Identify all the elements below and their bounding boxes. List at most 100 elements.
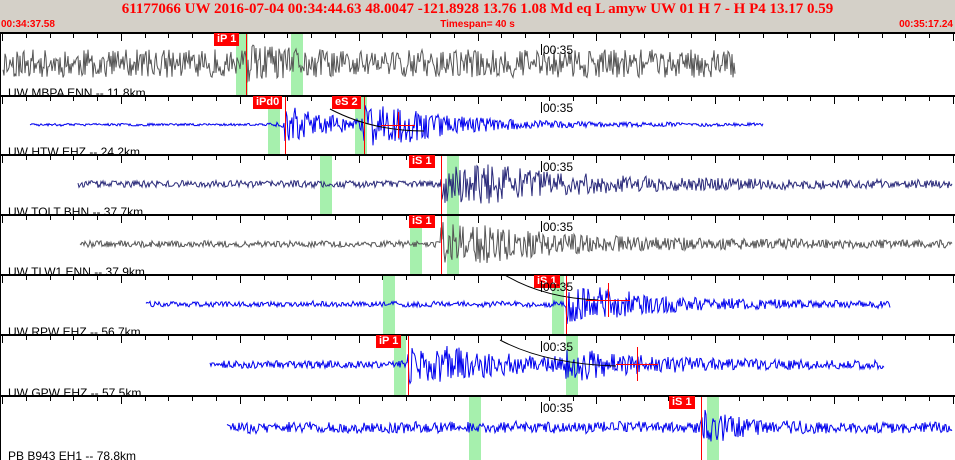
axis-tick xyxy=(501,34,502,38)
axis-tick xyxy=(620,216,621,220)
phase-marker-line[interactable] xyxy=(246,34,247,95)
axis-tick xyxy=(359,397,360,404)
axis-tick xyxy=(50,397,51,401)
axis-tick xyxy=(763,156,764,160)
axis-tick xyxy=(478,276,479,283)
axis-tick xyxy=(905,156,906,160)
phase-marker-line[interactable] xyxy=(408,336,409,395)
panel-top-border xyxy=(0,95,955,97)
waveform xyxy=(0,154,955,214)
axis-tick xyxy=(882,276,883,280)
axis-tick xyxy=(905,397,906,401)
timespan-label: Timespan= 40 s xyxy=(440,19,515,30)
axis-tick xyxy=(953,216,954,223)
axis-tick xyxy=(97,216,98,220)
event-header-line: 61177066 UW 2016-07-04 00:34:44.63 48.00… xyxy=(121,1,834,17)
axis-tick xyxy=(810,397,811,401)
amplitude-pick-crosshair[interactable] xyxy=(586,283,630,317)
axis-tick xyxy=(382,397,383,401)
phase-marker-label[interactable]: iS 1 xyxy=(409,155,435,168)
axis-tick xyxy=(168,216,169,220)
phase-marker-line[interactable] xyxy=(285,97,286,154)
axis-tick xyxy=(929,276,930,280)
time-tick-text: 00:35 xyxy=(543,220,574,234)
phase-marker-line[interactable] xyxy=(441,216,442,274)
axis-tick xyxy=(406,336,407,340)
axis-tick xyxy=(168,34,169,38)
axis-tick xyxy=(311,34,312,38)
axis-tick xyxy=(644,34,645,38)
phase-marker-line[interactable] xyxy=(364,97,365,154)
trace-panel[interactable]: iPd0 eS 2 00:35 UW HTW EHZ -- 24.2km xyxy=(0,95,955,154)
phase-marker-label[interactable]: iPd0 xyxy=(253,96,283,109)
axis-tick xyxy=(620,34,621,38)
trace-panel[interactable]: iS 1 00:35 UW RPW EHZ -- 56.7km xyxy=(0,274,955,334)
phase-marker-label[interactable]: iS 1 xyxy=(669,396,695,409)
axis-tick xyxy=(335,276,336,280)
axis-tick xyxy=(739,216,740,220)
axis-tick xyxy=(810,34,811,38)
trace-panel[interactable]: iP 1 00:35 UW MBPA ENN -- 11.8km xyxy=(0,32,955,95)
axis-tick xyxy=(478,34,479,41)
phase-marker-label[interactable]: iP 1 xyxy=(214,33,240,46)
time-tick-bar xyxy=(541,341,542,352)
axis-tick xyxy=(382,34,383,38)
axis-tick xyxy=(26,397,27,401)
start-time-label: 00:34:37.58 xyxy=(1,19,55,30)
axis-tick xyxy=(430,336,431,340)
panel-top-border xyxy=(0,32,955,34)
axis-tick xyxy=(715,336,716,343)
axis-tick xyxy=(715,276,716,283)
axis-tick xyxy=(121,276,122,283)
axis-tick xyxy=(478,216,479,223)
axis-tick xyxy=(905,276,906,280)
station-label: PB B943 EH1 -- 78.8km xyxy=(8,449,137,460)
axis-tick xyxy=(739,397,740,401)
axis-tick xyxy=(406,216,407,220)
panel-top-border xyxy=(0,154,955,156)
axis-tick xyxy=(264,216,265,220)
phase-marker-line[interactable] xyxy=(566,276,567,334)
axis-tick xyxy=(168,397,169,401)
axis-tick xyxy=(454,336,455,340)
axis-tick xyxy=(525,156,526,160)
amplitude-pick-crosshair[interactable] xyxy=(381,112,415,138)
axis-tick xyxy=(26,336,27,340)
axis-tick xyxy=(549,336,550,340)
phase-marker-label[interactable]: iP 1 xyxy=(376,335,402,348)
axis-tick xyxy=(406,397,407,401)
axis-tick xyxy=(454,34,455,38)
axis-tick xyxy=(668,34,669,38)
axis-tick xyxy=(240,156,241,163)
axis-tick xyxy=(596,97,597,104)
trace-panel[interactable]: iS 1 00:35 UW TLW1 ENN -- 37.9km xyxy=(0,214,955,274)
axis-tick xyxy=(573,34,574,38)
axis-tick xyxy=(478,97,479,104)
phase-marker-line[interactable] xyxy=(441,156,442,214)
phase-marker-label[interactable]: eS 2 xyxy=(332,96,361,109)
phase-marker-line[interactable] xyxy=(701,397,702,460)
amplitude-pick-crosshair[interactable] xyxy=(616,347,658,381)
axis-tick xyxy=(216,156,217,160)
axis-tick xyxy=(596,216,597,223)
quality-band xyxy=(447,216,459,274)
axis-tick xyxy=(73,97,74,101)
axis-tick xyxy=(834,276,835,283)
panel-top-border xyxy=(0,334,955,336)
axis-tick xyxy=(168,336,169,340)
axis-tick xyxy=(478,156,479,163)
phase-marker-label[interactable]: iS 1 xyxy=(409,215,435,228)
axis-tick xyxy=(834,336,835,343)
station-label: UW TOLT BHN -- 37.7km xyxy=(8,205,144,214)
axis-tick xyxy=(501,276,502,280)
trace-panel[interactable]: iP 1 00:35 UW GPW EHZ -- 57.5km xyxy=(0,334,955,395)
axis-tick xyxy=(596,397,597,404)
trace-panel[interactable]: iS 1 00:35 PB B943 EH1 -- 78.8km xyxy=(0,395,955,460)
axis-tick xyxy=(644,216,645,220)
trace-panel[interactable]: iS 1 00:35 UW TOLT BHN -- 37.7km xyxy=(0,154,955,214)
axis-tick xyxy=(620,336,621,340)
axis-tick xyxy=(549,156,550,160)
crosshair-vertical xyxy=(608,283,609,317)
axis-tick xyxy=(573,97,574,101)
axis-tick xyxy=(73,397,74,401)
